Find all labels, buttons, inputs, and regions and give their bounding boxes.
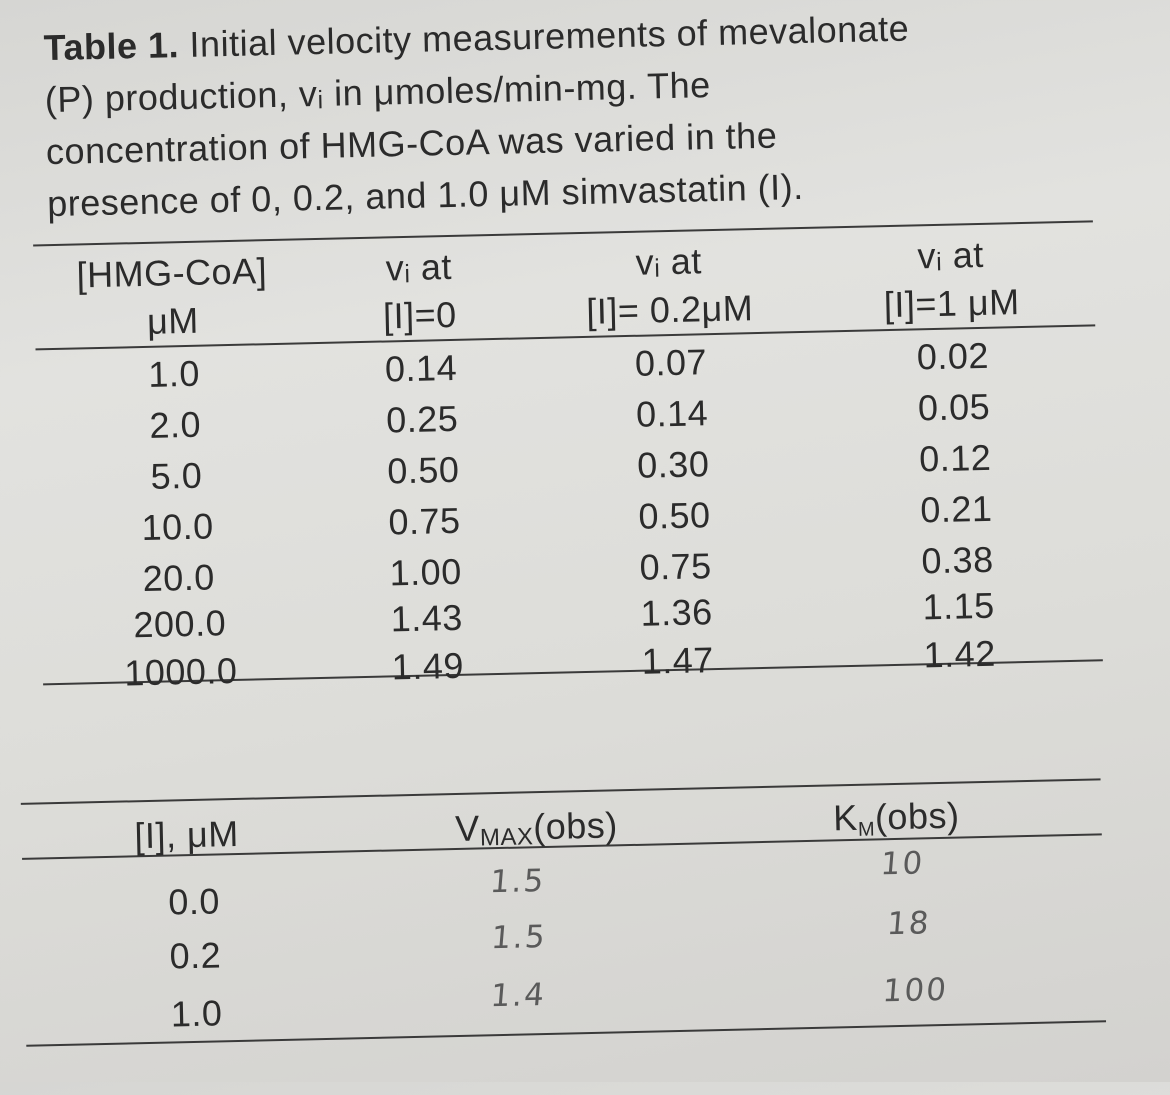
table1-header-v0: vᵢ at: [385, 245, 453, 289]
cell-v02: 0.07: [634, 341, 708, 384]
cell-hmg: 1.0: [147, 352, 201, 395]
cell-v02: 1.36: [640, 591, 714, 634]
cell-v1: 1.15: [922, 584, 996, 628]
km-obs: (obs): [874, 794, 960, 838]
caption-text: Initial velocity measurements of mevalon…: [178, 7, 910, 66]
table1-header-v1-cond: [I]=1 μM: [883, 281, 1021, 326]
cell-inhibitor: 1.0: [170, 992, 223, 1035]
cell-inhibitor: 0.0: [167, 880, 221, 923]
cell-hmg: 5.0: [150, 454, 203, 497]
cell-v02: 0.30: [636, 443, 710, 486]
cell-v02: 0.14: [635, 392, 709, 435]
handwritten-km: 18: [885, 905, 932, 943]
table1-header-v0-cond: [I]=0: [382, 293, 458, 337]
cell-v02: 0.50: [637, 494, 711, 537]
table1-header-hmg-unit: μM: [146, 299, 200, 342]
cell-hmg: 200.0: [133, 602, 227, 646]
cell-hmg: 20.0: [142, 556, 216, 600]
table1-header-v1: vᵢ at: [917, 233, 985, 277]
cell-inhibitor: 0.2: [169, 934, 222, 977]
cell-v02: 1.47: [641, 639, 715, 682]
cell-v0: 1.49: [391, 644, 465, 688]
handwritten-km: 100: [881, 971, 950, 1010]
cell-v1: 0.12: [918, 436, 992, 480]
table-caption: Table 1. Initial velocity measurements o…: [43, 0, 1087, 230]
caption-label: Table 1.: [43, 24, 180, 69]
cell-v0: 0.50: [386, 448, 460, 492]
km-subscript: M: [857, 818, 876, 841]
vmax-subscript: MAX: [479, 823, 534, 852]
cell-v1: 0.05: [917, 385, 991, 429]
handwritten-km: 10: [879, 845, 926, 883]
cell-v0: 0.14: [384, 346, 458, 390]
cell-v02: 0.75: [639, 545, 713, 588]
table1-header-v02: vᵢ at: [635, 240, 703, 283]
cell-v1: 0.38: [921, 538, 995, 582]
handwritten-vmax: 1.4: [489, 976, 548, 1015]
cell-hmg: 10.0: [141, 505, 215, 549]
cell-v0: 1.00: [389, 550, 463, 594]
vmax-obs: (obs): [532, 804, 619, 848]
table2-header-km: KM(obs): [832, 794, 960, 851]
cell-v0: 1.43: [390, 596, 464, 640]
cell-v1: 0.21: [919, 487, 993, 531]
km-symbol: K: [832, 796, 859, 839]
vmax-symbol: V: [454, 807, 481, 850]
cell-v1: 0.02: [916, 334, 990, 378]
handwritten-vmax: 1.5: [488, 862, 547, 901]
table1-header-v02-cond: [I]= 0.2μM: [585, 287, 754, 332]
cell-v0: 0.25: [385, 397, 459, 441]
cell-hmg: 2.0: [149, 403, 202, 446]
table2-header-vmax: VMAX(obs): [454, 804, 619, 859]
table2-header-inhibitor: [I], μM: [133, 812, 240, 857]
cell-v0: 0.75: [388, 499, 462, 543]
cell-hmg: 1000.0: [123, 649, 238, 694]
cell-v1: 1.42: [923, 632, 997, 676]
table1-header-hmg: [HMG-CoA]: [76, 250, 268, 296]
handwritten-vmax: 1.5: [489, 918, 549, 957]
